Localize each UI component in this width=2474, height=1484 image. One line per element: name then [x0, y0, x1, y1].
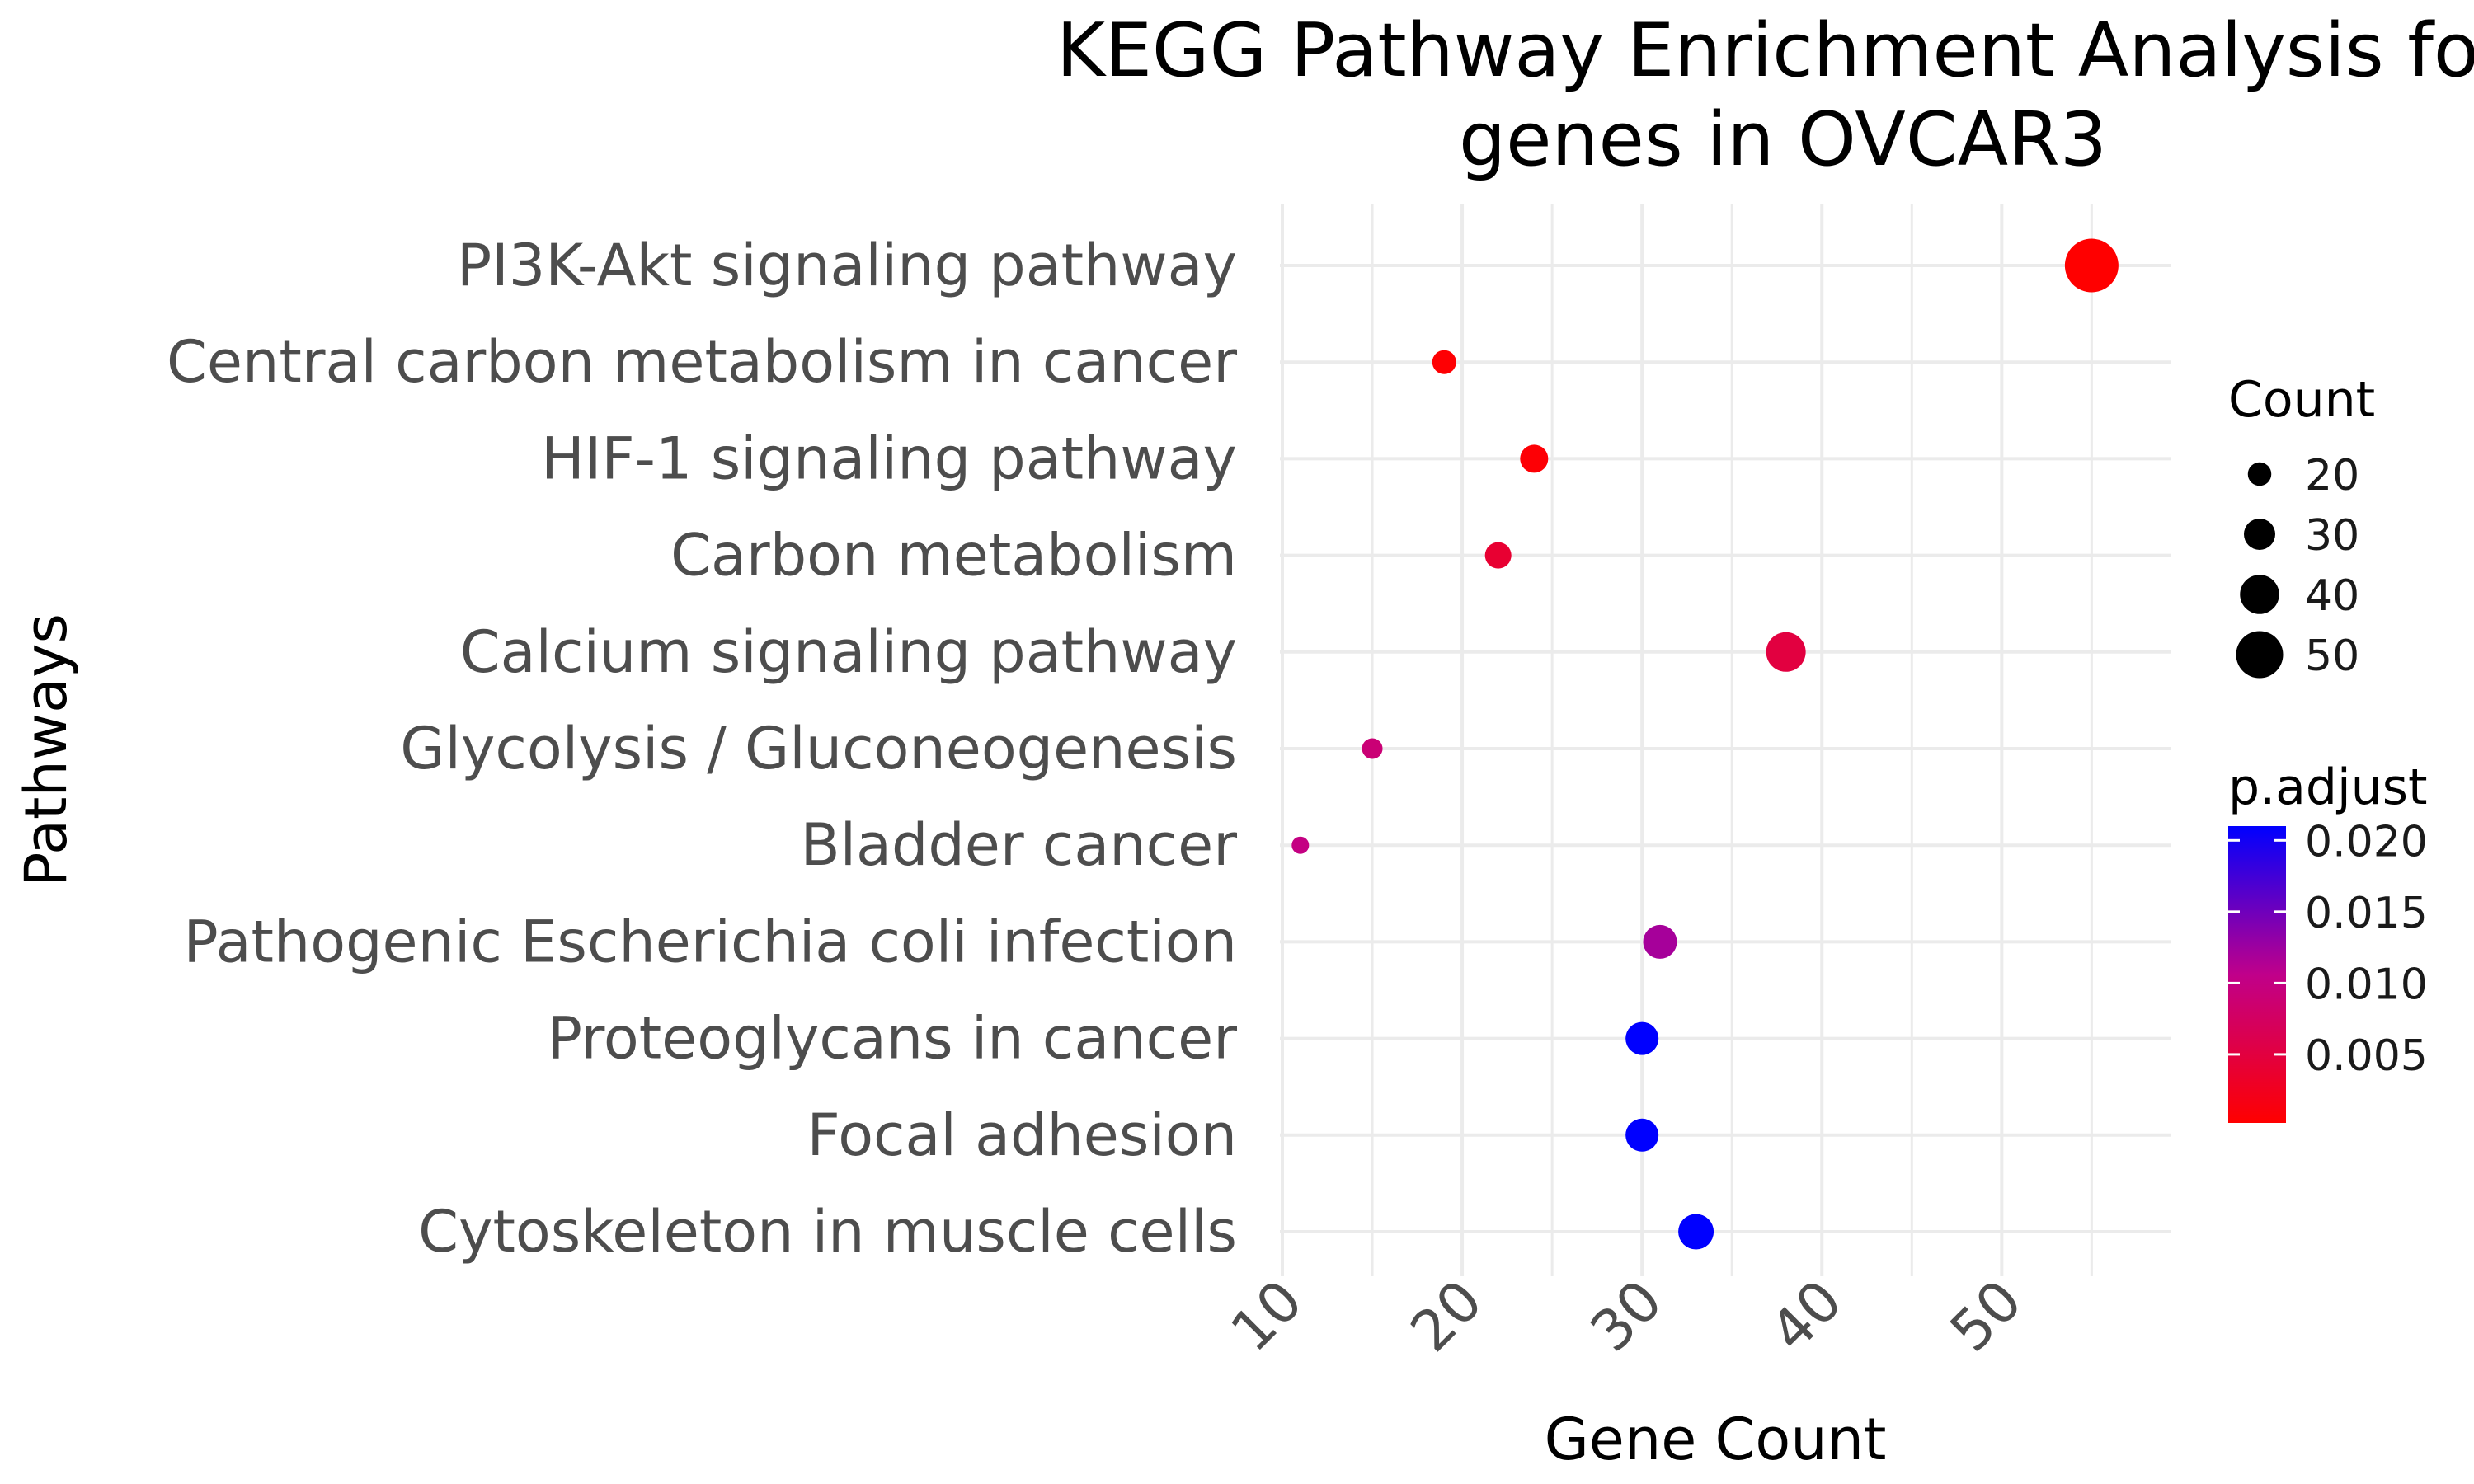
y-tick-label: Carbon metabolism	[670, 522, 1237, 589]
x-axis-title: Gene Count	[1545, 1406, 1887, 1473]
size-legend-label: 30	[2305, 511, 2359, 561]
size-legend-key	[2240, 575, 2279, 614]
size-legend-key	[2244, 519, 2275, 550]
size-legend-label: 20	[2305, 451, 2359, 500]
chart-title-line-1: KEGG Pathway Enrichment Analysis for	[1056, 7, 2474, 94]
data-point	[1678, 1214, 1714, 1250]
data-point	[1766, 632, 1806, 672]
size-legend-label: 40	[2305, 571, 2359, 621]
size-legend-key	[2247, 462, 2272, 486]
y-tick-label: HIF-1 signaling pathway	[541, 425, 1237, 492]
count-legend-title: Count	[2228, 371, 2375, 429]
colorbar-tick-label: 0.010	[2305, 960, 2428, 1009]
chart-title-line-2: genes in OVCAR3	[1459, 96, 2107, 183]
y-tick-label: Bladder cancer	[801, 811, 1238, 879]
x-tick-label: 30	[1578, 1268, 1675, 1364]
data-point	[1362, 738, 1383, 759]
y-tick-label: Glycolysis / Gluconeogenesis	[400, 715, 1237, 782]
x-tick-label: 10	[1219, 1268, 1315, 1364]
data-point	[1484, 542, 1512, 569]
plot-grid	[1280, 204, 2171, 1276]
y-tick-label: Focal adhesion	[807, 1101, 1237, 1169]
y-tick-label: Calcium signaling pathway	[460, 618, 1237, 686]
colorbar-tick-label: 0.015	[2305, 889, 2428, 938]
count-size-legend: Count 20 30 40 50	[2228, 371, 2375, 681]
p-adjust-color-legend: p.adjust 0.005 0.010 0.015 0.020	[2228, 758, 2428, 1123]
data-point	[1291, 836, 1310, 854]
x-tick-label: 20	[1399, 1268, 1495, 1364]
x-tick-label: 40	[1758, 1268, 1855, 1364]
data-point	[1625, 1021, 1659, 1055]
data-point	[1520, 444, 1549, 473]
x-tick-labels: 10 20 30 40 50	[1219, 1268, 2034, 1364]
data-point	[1643, 924, 1677, 959]
colorbar-tick-label: 0.020	[2305, 817, 2428, 866]
data-points	[1291, 238, 2119, 1250]
data-point	[1625, 1118, 1659, 1152]
y-tick-labels: PI3K-Akt signaling pathway Central carbon…	[167, 232, 1237, 1266]
y-tick-label: Pathogenic Escherichia coli infection	[184, 908, 1238, 975]
size-legend-label: 50	[2305, 632, 2359, 681]
y-tick-label: PI3K-Akt signaling pathway	[457, 232, 1237, 299]
size-legend-key	[2236, 631, 2284, 679]
p-adjust-colorbar	[2228, 826, 2286, 1123]
colorbar-tick-label: 0.005	[2305, 1031, 2428, 1081]
p-adjust-legend-title: p.adjust	[2228, 758, 2428, 816]
data-point	[1432, 350, 1456, 374]
y-tick-label: Proteoglycans in cancer	[548, 1005, 1238, 1073]
chart-title: KEGG Pathway Enrichment Analysis for gen…	[1056, 7, 2474, 183]
data-point	[2064, 238, 2119, 293]
y-axis-title: Pathways	[12, 613, 80, 887]
x-tick-label: 50	[1938, 1268, 2034, 1364]
y-tick-label: Central carbon metabolism in cancer	[167, 328, 1237, 396]
y-tick-label: Cytoskeleton in muscle cells	[418, 1198, 1237, 1266]
